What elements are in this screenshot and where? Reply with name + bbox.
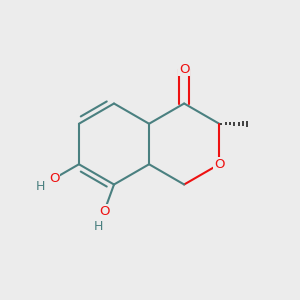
- Text: O: O: [49, 172, 60, 185]
- Text: O: O: [99, 205, 110, 218]
- Text: H: H: [36, 180, 45, 193]
- Text: O: O: [214, 158, 224, 171]
- Text: O: O: [179, 63, 189, 76]
- Text: H: H: [94, 220, 104, 233]
